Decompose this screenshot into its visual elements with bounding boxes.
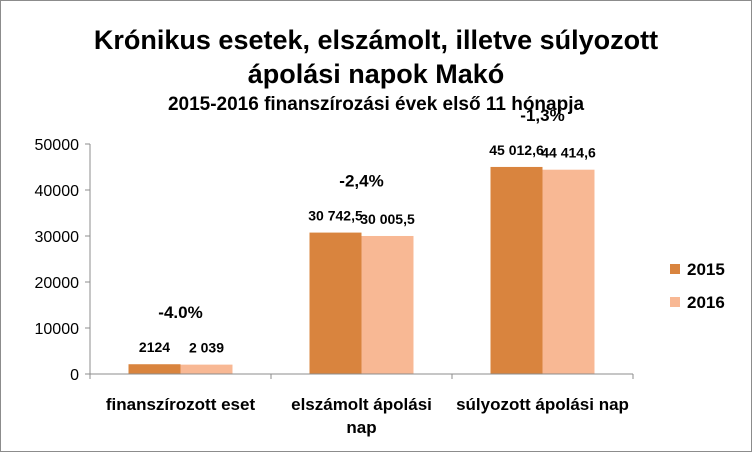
- change-label: -4.0%: [158, 303, 202, 322]
- chart-title-line-2: ápolási napok Makó: [248, 59, 505, 89]
- change-labels-group: -4.0% -2,4% -1,3%: [158, 106, 564, 322]
- data-labels-group: 2124 2 039 30 742,530 005,5 45 012,644 414,…: [139, 142, 596, 356]
- legend-swatch-2016: [670, 297, 680, 307]
- bar-2015: [128, 364, 181, 374]
- data-label-2015: 45 012,6: [489, 142, 544, 158]
- change-label: -1,3%: [520, 106, 564, 125]
- bar-2016: [542, 169, 595, 374]
- data-label-2015: 30 742,5: [308, 208, 363, 224]
- x-category-label: súlyozott ápolási nap: [456, 395, 629, 414]
- legend-label: 2015: [687, 260, 725, 279]
- bar-series-group: [128, 166, 595, 374]
- y-tick-label: 50000: [35, 137, 80, 154]
- data-label-2016: 44 414,6: [541, 145, 596, 161]
- x-category-label: finanszírozott eset: [106, 395, 256, 414]
- bar-2015: [309, 232, 362, 374]
- y-tick-label: 30000: [35, 229, 80, 246]
- bar-2015: [490, 166, 543, 374]
- y-tick-label: 20000: [35, 275, 80, 292]
- chart-title-line-1: Krónikus esetek, elszámolt, illetve súly…: [94, 25, 658, 55]
- chart-subtitle: 2015-2016 finanszírozási évek első 11 hó…: [168, 94, 585, 115]
- bar-2016: [180, 364, 233, 374]
- legend: 2015 2016: [670, 260, 725, 312]
- y-tick-label: 0: [70, 367, 79, 384]
- data-label-2016: 2 039: [189, 340, 224, 356]
- y-tick-label: 40000: [35, 183, 80, 200]
- x-category-label: elszámolt ápolási nap: [291, 395, 432, 437]
- data-label-2016: 30 005,5: [360, 211, 415, 227]
- y-axis: 0 10000 20000 30000 40000 50000: [35, 137, 91, 384]
- data-label-2015: 2124: [139, 339, 170, 355]
- bar-2016: [361, 235, 414, 374]
- legend-swatch-2015: [670, 264, 680, 274]
- legend-label: 2016: [687, 293, 725, 312]
- y-tick-label: 10000: [35, 321, 80, 338]
- x-axis: finanszírozott eset elszámolt ápolási nap s…: [89, 373, 634, 437]
- change-label: -2,4%: [339, 172, 383, 191]
